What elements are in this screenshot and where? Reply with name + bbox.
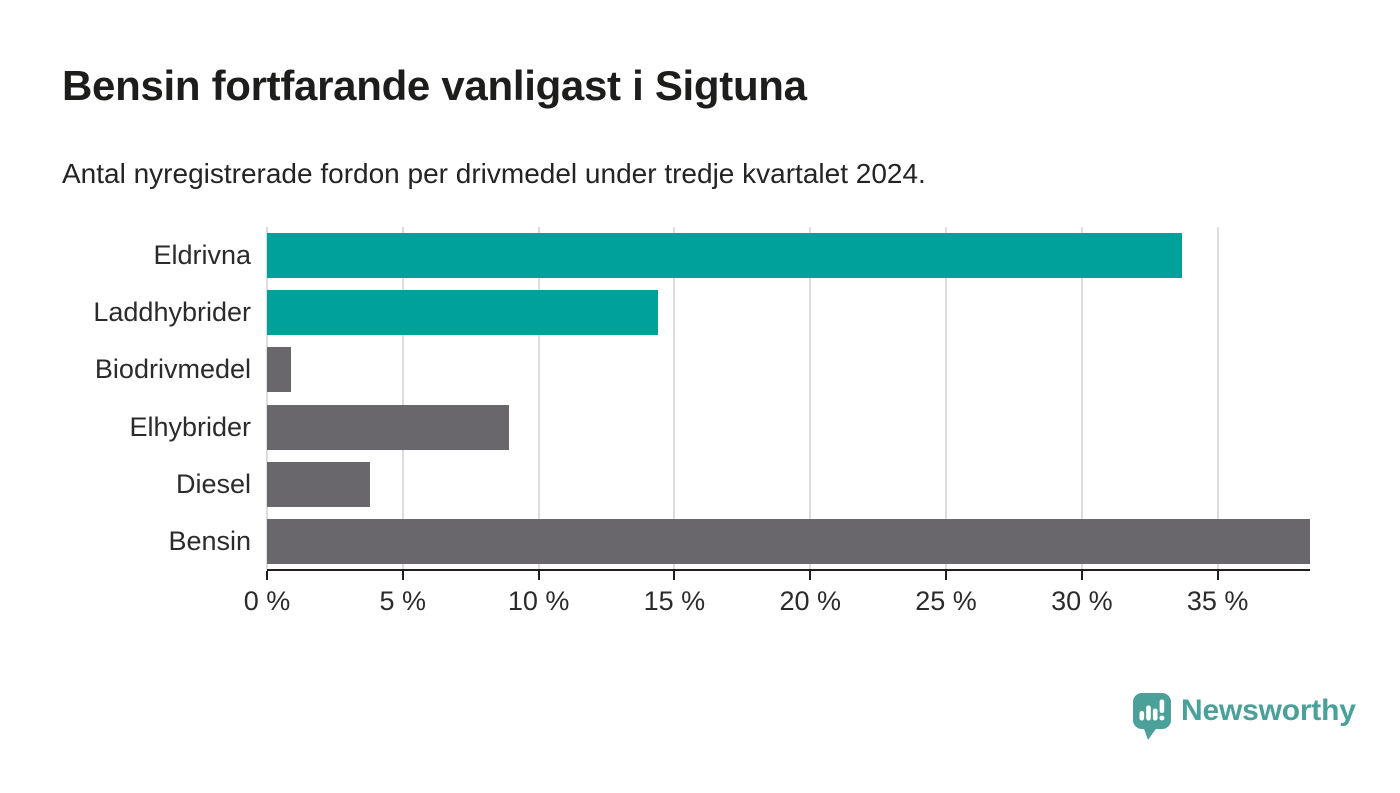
category-label-column: Eldrivna Laddhybrider Biodrivmedel Elhybrid… bbox=[62, 227, 251, 570]
gridline bbox=[1080, 227, 1083, 570]
newsworthy-logo-icon bbox=[1133, 693, 1171, 740]
x-axis-tick bbox=[1080, 571, 1083, 580]
x-axis-tick-label: 0 % bbox=[243, 586, 291, 616]
gridline bbox=[266, 227, 268, 570]
chart-title: Bensin fortfarande vanligast i Sigtuna bbox=[62, 62, 807, 109]
gridline bbox=[673, 227, 676, 570]
x-axis-tick bbox=[945, 571, 948, 580]
x-axis-tick-label: 15 % bbox=[643, 586, 706, 616]
x-axis-tick bbox=[1216, 571, 1219, 580]
plot-area: 0 % 5 % 10 % 15 % 20 % 25 % 30 % 35 % bbox=[244, 227, 1310, 616]
gridline bbox=[537, 227, 540, 570]
bar-diesel bbox=[267, 461, 371, 507]
x-axis-line bbox=[267, 568, 1310, 571]
newsworthy-logo-text: Newsworthy bbox=[1181, 694, 1356, 727]
x-axis-tick-label: 5 % bbox=[379, 586, 427, 616]
x-axis-tick bbox=[809, 571, 812, 580]
bar-laddhybrider bbox=[267, 290, 659, 336]
x-axis-tick bbox=[673, 571, 676, 580]
gridline bbox=[945, 227, 948, 570]
x-axis-tick-label: 20 % bbox=[779, 586, 841, 616]
category-label-bensin: Bensin bbox=[168, 525, 251, 556]
x-axis-tick bbox=[537, 571, 540, 580]
bar-biodrivmedel bbox=[267, 347, 292, 393]
x-axis-tick-label: 25 % bbox=[915, 586, 977, 616]
category-label-laddhybrider: Laddhybrider bbox=[93, 297, 251, 328]
bar-eldrivna bbox=[267, 233, 1183, 279]
category-label-biodrivmedel: Biodrivmedel bbox=[94, 354, 251, 385]
category-label-elhybrider: Elhybrider bbox=[129, 411, 251, 442]
x-axis-tick bbox=[266, 571, 268, 580]
gridline bbox=[401, 227, 404, 570]
gridline bbox=[809, 227, 812, 570]
bar-bensin bbox=[267, 518, 1310, 564]
bar-elhybrider bbox=[267, 404, 509, 450]
category-label-diesel: Diesel bbox=[175, 468, 251, 499]
gridline bbox=[1216, 227, 1219, 570]
x-axis-tick bbox=[401, 571, 404, 580]
newsworthy-logo: Newsworthy bbox=[1132, 692, 1356, 742]
x-axis-tick-label: 10 % bbox=[507, 586, 570, 616]
chart-subtitle: Antal nyregistrerade fordon per drivmede… bbox=[62, 158, 926, 189]
x-axis-tick-label: 30 % bbox=[1051, 586, 1113, 616]
category-label-eldrivna: Eldrivna bbox=[153, 240, 251, 271]
x-axis-tick-label: 35 % bbox=[1186, 586, 1249, 616]
